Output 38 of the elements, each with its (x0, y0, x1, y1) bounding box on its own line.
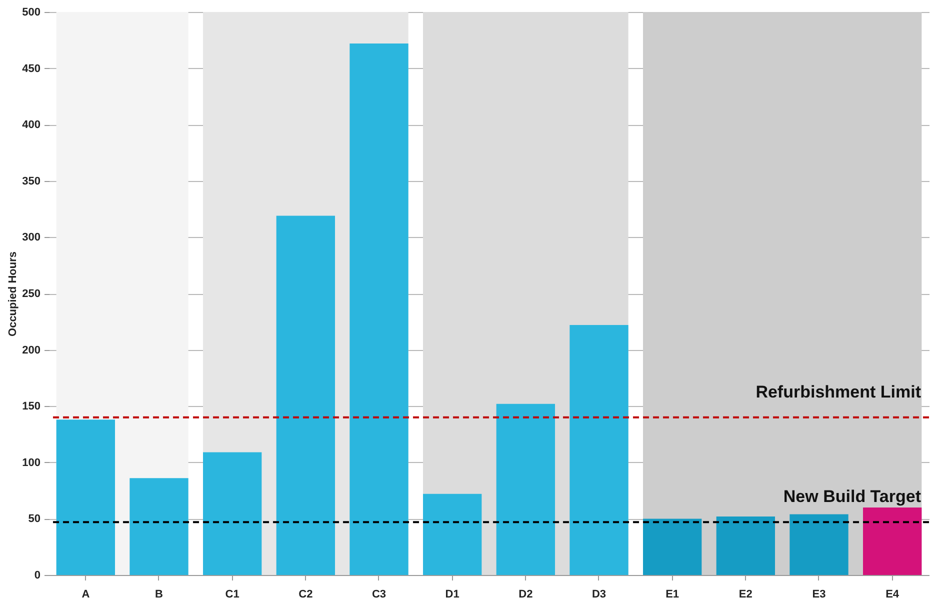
y-tick-label: 300 (22, 232, 40, 244)
y-tick-label: 150 (22, 400, 40, 413)
x-tick-label: B (155, 588, 164, 600)
bar (203, 452, 262, 575)
x-tick-label: D3 (592, 588, 606, 600)
y-tick-label: 450 (22, 62, 40, 75)
bar (423, 494, 482, 575)
bar (790, 514, 848, 575)
x-tick-label: E2 (738, 588, 752, 600)
y-tick-label: 400 (22, 119, 40, 132)
x-tick-label: A (82, 588, 90, 600)
y-tick-label: 0 (34, 570, 40, 582)
y-axis-title: Occupied Hours (7, 252, 20, 336)
y-tick-label: 50 (28, 513, 40, 526)
bar (570, 325, 628, 575)
bar (863, 507, 922, 575)
x-tick-label: D1 (445, 588, 460, 600)
y-tick-label: 500 (22, 6, 40, 18)
y-tick-label: 350 (22, 175, 40, 188)
y-tick-label: 100 (22, 456, 40, 469)
x-tick-label: E1 (666, 588, 680, 600)
bar (643, 518, 702, 575)
ref-line-label: Refurbishment Limit (756, 382, 922, 402)
x-tick-label: D2 (518, 588, 533, 600)
x-tick-label: C1 (225, 588, 240, 600)
x-tick-label: E4 (886, 588, 900, 600)
bar (350, 44, 408, 575)
bar (130, 478, 188, 575)
bar (276, 216, 335, 575)
x-tick-label: E3 (812, 588, 826, 600)
bar (716, 516, 775, 575)
x-tick-label: C2 (298, 588, 313, 600)
bar (56, 420, 115, 575)
bar (496, 404, 555, 575)
y-tick-label: 250 (22, 288, 40, 300)
ref-line-label: New Build Target (783, 487, 922, 506)
y-tick-label: 200 (22, 344, 40, 356)
x-tick-label: C3 (372, 588, 386, 600)
